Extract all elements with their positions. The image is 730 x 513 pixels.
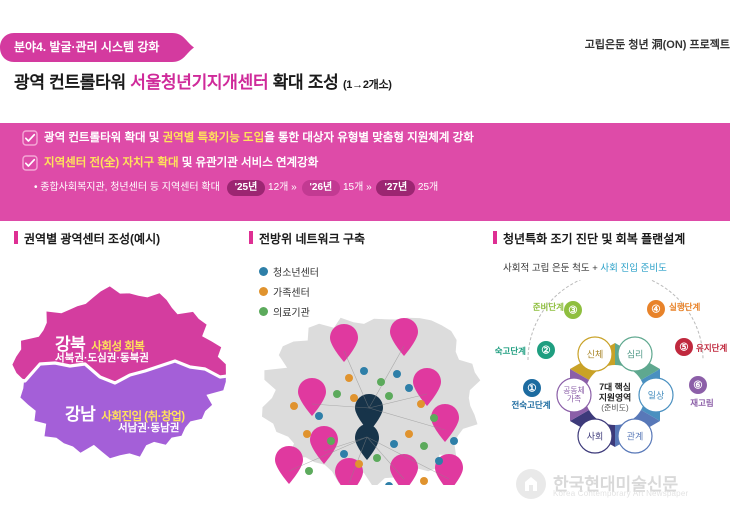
svg-text:①: ① bbox=[527, 383, 537, 395]
svg-text:지원영역: 지원영역 bbox=[599, 392, 631, 403]
svg-text:관계: 관계 bbox=[627, 431, 644, 442]
svg-text:사회: 사회 bbox=[587, 432, 604, 442]
svg-text:④: ④ bbox=[651, 304, 661, 316]
svg-text:(준비도): (준비도) bbox=[601, 404, 629, 413]
svg-text:일상: 일상 bbox=[648, 391, 665, 401]
svg-text:7대 핵심: 7대 핵심 bbox=[599, 381, 631, 392]
svg-text:⑤: ⑤ bbox=[679, 342, 689, 354]
svg-text:⑥: ⑥ bbox=[693, 380, 703, 392]
svg-text:공동체: 공동체 bbox=[563, 385, 585, 395]
svg-text:③: ③ bbox=[568, 305, 578, 317]
svg-text:심리: 심리 bbox=[627, 350, 644, 360]
svg-text:가족: 가족 bbox=[567, 395, 581, 404]
svg-text:②: ② bbox=[541, 345, 551, 357]
svg-text:신체: 신체 bbox=[587, 350, 604, 360]
